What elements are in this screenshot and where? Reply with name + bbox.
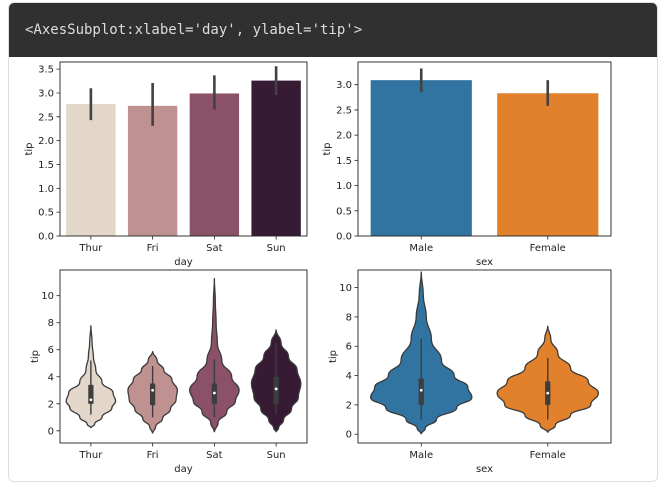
y-tick-label: 0.0 — [336, 232, 352, 243]
output-cell: <AxesSubplot:xlabel='day', ylabel='tip'>… — [8, 2, 658, 482]
chart-figure: 0.0 0.5 1.0 1.5 2.0 2.5 3.0 3.5 Thur Fri Sat Sun day… — [24, 61, 612, 475]
axes-repr-output: <AxesSubplot:xlabel='day', ylabel='tip'> — [9, 3, 657, 57]
x-tick-label: Fri — [147, 243, 159, 254]
x-tick-label: Male — [409, 243, 433, 254]
subplot-4 — [354, 269, 612, 447]
violin-median-dot-female — [546, 391, 550, 395]
y-tick-label: 10 — [41, 291, 54, 302]
x-tick-label: Sun — [267, 450, 286, 461]
y-tick-label: 8 — [346, 312, 352, 323]
x-tick-label: Thur — [78, 243, 103, 254]
y-tick-label: 0 — [346, 430, 352, 441]
y-axis-label: tip — [322, 142, 333, 155]
x-tick-label: Sat — [206, 450, 222, 461]
y-tick-label: 8 — [48, 318, 54, 329]
y-tick-label: 0.0 — [38, 232, 54, 243]
y-axis-label: tip — [328, 350, 339, 363]
bar-male — [370, 80, 472, 236]
subplot-2 — [354, 61, 612, 240]
violin-median-dot-thur — [89, 398, 93, 402]
bar-female — [497, 93, 599, 236]
x-axis-label: day — [174, 464, 192, 475]
x-tick-label: Fri — [147, 450, 159, 461]
x-tick-label: Sun — [267, 243, 286, 254]
y-tick-label: 2.0 — [336, 131, 352, 142]
y-tick-label: 2 — [48, 399, 54, 410]
y-tick-label: 1.5 — [38, 160, 54, 171]
violin-iqr-box-thur — [88, 384, 94, 404]
x-tick-label: Sat — [206, 243, 222, 254]
violin-median-dot-fri — [151, 388, 155, 392]
y-tick-label: 2.0 — [38, 136, 54, 147]
x-axis-label: day — [174, 257, 192, 268]
y-tick-label: 0 — [48, 426, 54, 437]
axes-frame — [357, 61, 612, 237]
violin-median-dot-sat — [212, 391, 216, 395]
y-tick-label: 3.0 — [38, 88, 54, 99]
x-axis-label: sex — [476, 464, 493, 475]
y-axis-label: tip — [30, 350, 41, 363]
y-tick-label: 2 — [346, 400, 352, 411]
violin-median-dot-male — [419, 388, 423, 392]
y-tick-label: 2.5 — [38, 112, 54, 123]
bar-sat — [189, 93, 240, 236]
subplot-3 — [56, 269, 308, 447]
y-tick-label: 6 — [346, 342, 352, 353]
y-tick-label: 2.5 — [336, 105, 352, 116]
axes-frame — [357, 269, 612, 444]
y-tick-label: 4 — [48, 372, 54, 383]
y-tick-label: 0.5 — [336, 206, 352, 217]
y-tick-label: 3.0 — [336, 80, 352, 91]
bar-fri — [127, 105, 178, 236]
y-tick-label: 1.0 — [336, 181, 352, 192]
bar-thur — [66, 103, 116, 236]
y-tick-label: 10 — [339, 283, 352, 294]
x-tick-label: Female — [530, 243, 566, 254]
subplot-1 — [56, 61, 308, 240]
y-tick-label: 4 — [346, 371, 352, 382]
x-tick-label: Thur — [78, 450, 103, 461]
violin-iqr-box-male — [418, 378, 424, 405]
violin-median-dot-sun — [274, 387, 278, 391]
y-axis-label: tip — [24, 142, 35, 155]
violin-iqr-box-fri — [150, 383, 156, 406]
axes-frame — [59, 269, 308, 444]
x-axis-label: sex — [476, 257, 493, 268]
y-tick-label: 1.0 — [38, 184, 54, 195]
axes-frame — [59, 61, 308, 237]
y-tick-label: 6 — [48, 345, 54, 356]
y-tick-label: 3.5 — [38, 65, 54, 76]
x-tick-label: Female — [530, 450, 566, 461]
y-tick-label: 0.5 — [38, 208, 54, 219]
y-tick-label: 1.5 — [336, 156, 352, 167]
bar-sun — [251, 80, 301, 236]
x-tick-label: Male — [409, 450, 433, 461]
